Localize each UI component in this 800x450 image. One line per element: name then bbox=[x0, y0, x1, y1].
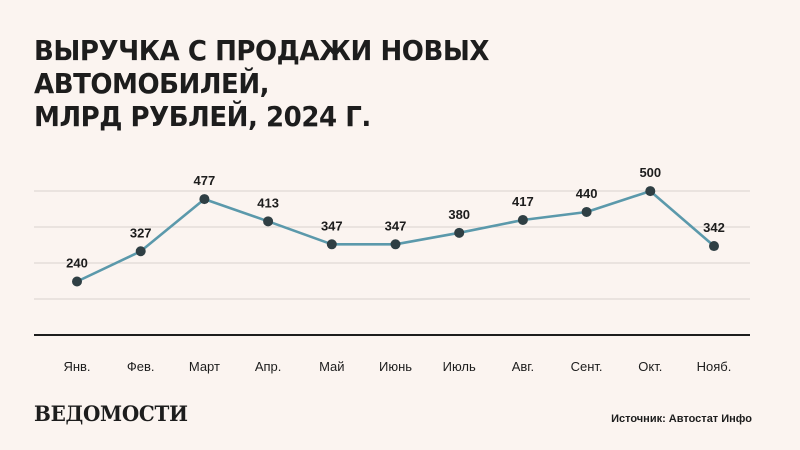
x-tick-label-7: Авг. bbox=[512, 359, 534, 374]
x-tick-label-0: Янв. bbox=[63, 359, 90, 374]
data-label-9: 500 bbox=[639, 165, 661, 180]
data-label-6: 380 bbox=[448, 207, 470, 222]
x-tick-label-5: Июнь bbox=[379, 359, 412, 374]
data-point-5 bbox=[390, 239, 401, 250]
x-tick-label-9: Окт. bbox=[638, 359, 662, 374]
x-tick-label-10: Нояб. bbox=[697, 359, 732, 374]
source-note: Источник: Автостат Инфо bbox=[611, 413, 752, 425]
data-point-0 bbox=[72, 276, 82, 287]
chart-title-line-2: МЛРД РУБЛЕЙ, 2024 Г. bbox=[34, 100, 371, 133]
data-label-1: 327 bbox=[130, 225, 152, 240]
data-point-1 bbox=[135, 246, 146, 257]
data-point-6 bbox=[454, 227, 465, 238]
x-tick-label-2: Март bbox=[189, 359, 220, 374]
data-label-3: 413 bbox=[257, 195, 279, 210]
data-point-3 bbox=[263, 216, 274, 227]
data-point-8 bbox=[581, 206, 592, 217]
chart-title-line-1: ВЫРУЧКА С ПРОДАЖИ НОВЫХ АВТОМОБИЛЕЙ, bbox=[34, 34, 489, 100]
x-tick-label-1: Фев. bbox=[127, 359, 155, 374]
data-label-4: 347 bbox=[321, 218, 343, 233]
data-label-10: 342 bbox=[703, 220, 725, 235]
series-line bbox=[76, 189, 715, 283]
x-tick-label-6: Июль bbox=[443, 359, 476, 374]
vedomosti-logo: ВЕДОМОСТИ bbox=[34, 401, 188, 426]
data-point-4 bbox=[326, 239, 337, 250]
data-label-7: 417 bbox=[512, 194, 534, 209]
data-label-8: 440 bbox=[576, 186, 598, 201]
data-label-0: 240 bbox=[66, 256, 88, 271]
data-point-10 bbox=[709, 241, 719, 252]
x-tick-label-4: Май bbox=[319, 359, 344, 374]
chart-title: ВЫРУЧКА С ПРОДАЖИ НОВЫХ АВТОМОБИЛЕЙ, МЛР… bbox=[34, 34, 722, 133]
data-point-7 bbox=[517, 214, 528, 225]
x-tick-label-3: Апр. bbox=[255, 359, 282, 374]
data-label-2: 477 bbox=[194, 173, 216, 188]
x-tick-label-8: Сент. bbox=[571, 359, 603, 374]
data-point-2 bbox=[199, 194, 210, 205]
data-label-5: 347 bbox=[385, 218, 407, 233]
data-point-9 bbox=[645, 186, 656, 197]
